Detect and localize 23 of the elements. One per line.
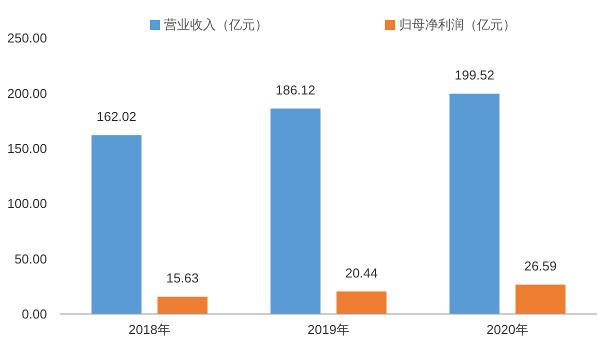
y-tick-label: 50.00 <box>14 251 47 266</box>
bar <box>158 296 208 314</box>
data-label: 20.44 <box>345 265 378 280</box>
x-tick-label: 2018年 <box>128 322 170 337</box>
data-label: 15.63 <box>166 270 199 286</box>
data-label: 199.52 <box>454 68 494 83</box>
legend-label: 归母净利润（亿元） <box>399 17 516 32</box>
data-label: 186.12 <box>276 82 316 98</box>
legend-label: 营业收入（亿元） <box>164 17 268 32</box>
bar <box>516 284 566 314</box>
x-tick-label: 2019年 <box>308 322 350 337</box>
y-tick-label: 150.00 <box>7 140 47 156</box>
y-tick-label: 250.00 <box>7 30 47 46</box>
data-label: 162.02 <box>96 109 136 124</box>
data-label: 26.59 <box>524 258 557 274</box>
y-tick-label: 100.00 <box>7 196 47 212</box>
bar <box>336 291 386 314</box>
y-tick-label: 0.00 <box>22 306 47 322</box>
bar <box>92 135 142 314</box>
bar <box>450 94 500 314</box>
x-tick-label: 2020年 <box>486 322 528 337</box>
bar <box>270 108 320 314</box>
y-tick-label: 200.00 <box>7 86 47 101</box>
